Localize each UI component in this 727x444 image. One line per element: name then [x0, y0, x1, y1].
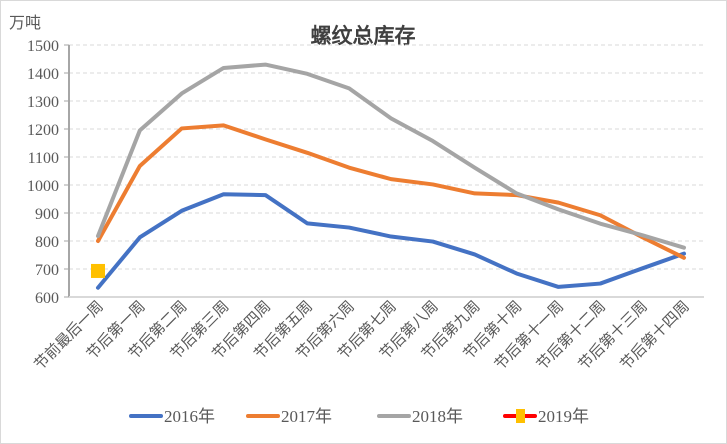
legend-label: 2018年 [412, 407, 463, 426]
x-tick-label: 节后第十四周 [616, 297, 692, 373]
y-tick-label: 1000 [27, 178, 59, 195]
series-lines [91, 62, 686, 290]
legend-label: 2016年 [164, 407, 215, 426]
y-tick-label: 1500 [27, 38, 59, 55]
data-point-marker [91, 263, 105, 278]
series-line-2018年 [96, 62, 686, 250]
legend-label: 2017年 [281, 407, 332, 426]
legend-label: 2019年 [538, 407, 589, 426]
chart-title: 螺纹总库存 [311, 24, 416, 48]
y-axis-unit: 万吨 [9, 14, 41, 32]
y-tick-label: 1100 [28, 150, 59, 167]
y-tick-label: 1400 [27, 66, 59, 83]
y-tick-label: 800 [35, 234, 59, 251]
x-axis-ticks: 节前最后一周节后第一周节后第二周节后第三周节后第四周节后第五周节后第六周节后第七… [31, 296, 704, 373]
legend-marker [516, 409, 525, 423]
legend-item: 2016年 [129, 407, 215, 426]
legend: 2016年 2017年 2018年 2019年 [129, 407, 589, 426]
y-tick-label: 900 [35, 206, 59, 223]
series-line-2017年 [96, 123, 686, 260]
y-axis-ticks: 600 700 800 900 1000 1100 1200 1300 1400 1500 [27, 38, 70, 307]
y-tick-label: 700 [35, 262, 59, 279]
legend-item: 2018年 [377, 407, 463, 426]
series-line-2016年 [96, 192, 686, 290]
y-tick-label: 1200 [27, 122, 59, 139]
legend-item: 2019年 [503, 407, 589, 426]
legend-item: 2017年 [246, 407, 332, 426]
y-tick-label: 600 [35, 290, 59, 307]
y-tick-label: 1300 [27, 94, 59, 111]
